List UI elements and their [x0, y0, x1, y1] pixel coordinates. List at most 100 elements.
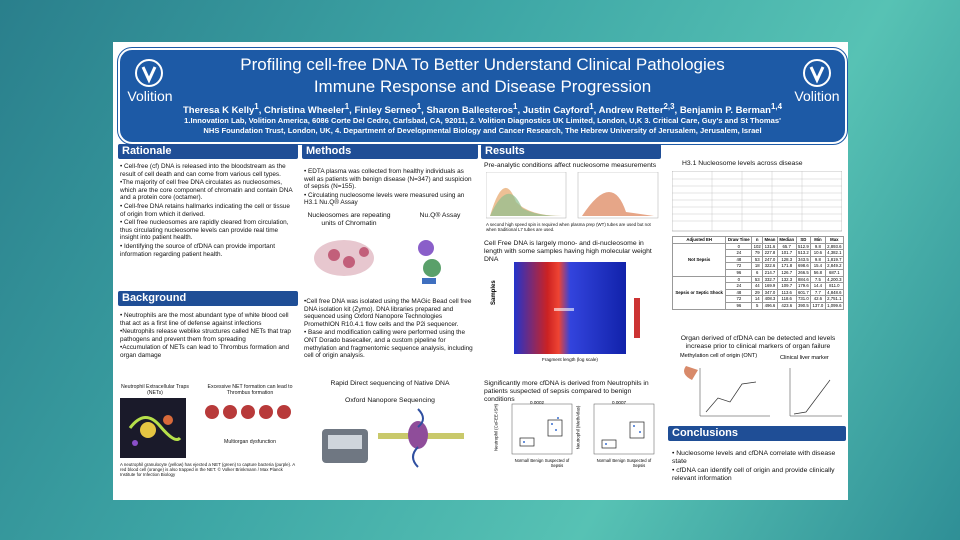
group-label: Normal/ Benign [596, 458, 626, 463]
table-cell: 29 [751, 288, 764, 297]
table-cell: 15.4 [810, 262, 826, 270]
figure-title: Nucleosomes are repeating units of Chrom… [307, 212, 391, 227]
table-cell: 9.8 [810, 255, 826, 264]
table-cell: 44 [751, 282, 764, 290]
table-cell: 10.6 [810, 249, 826, 257]
bullet: • Circulating nucleosome levels were mea… [304, 191, 465, 207]
figure-subtitle: Oxford Nanopore Sequencing [345, 397, 435, 404]
table-cell: 24 [725, 282, 753, 290]
table-cell: 118.6 [776, 295, 797, 303]
bullet: • Cell-free DNA retains hallmarks indica… [120, 202, 290, 218]
table-cell: 128.3 [776, 255, 797, 264]
column-header: Min [810, 236, 826, 244]
h31-table [672, 171, 842, 232]
table-cell: 48 [725, 255, 753, 264]
bullet-list: • Neutrophils are the most abundant type… [120, 312, 296, 361]
table-cell: 56.8 [810, 268, 826, 277]
author-affiliation: 2,3 [663, 102, 675, 111]
table-cell: 227.8 [762, 249, 778, 257]
group-label: Normal/ Benign [514, 458, 544, 463]
table-cell: 7.7 [810, 288, 826, 297]
table-cell: 14.4 [810, 282, 826, 290]
table-cell: 601.7 [795, 288, 812, 297]
bullet-list: •Cell free DNA was isolated using the MA… [304, 298, 476, 361]
table-cell: 731.0 [795, 295, 812, 303]
table-cell: 408.3 [762, 295, 778, 303]
logo-icon [803, 59, 831, 87]
table-cell: 109.7 [776, 282, 797, 290]
table-cell: 4,848.6 [824, 288, 845, 297]
bullet: •Cell free DNA was isolated using the MA… [304, 298, 472, 328]
author-affiliation: 1 [344, 102, 350, 111]
table-cell: 101.7 [776, 249, 797, 257]
section-heading: Conclusions [668, 426, 846, 441]
table-cell: 169.9 [762, 282, 778, 290]
table-cell: 53 [751, 275, 764, 284]
author-name: Andrew Retter [598, 105, 664, 117]
section-heading: Rationale [118, 144, 298, 159]
table-cell: 347.0 [762, 288, 778, 297]
table-cell: 171.8 [776, 262, 797, 270]
methods-figure [314, 240, 441, 284]
column-header: Adjusted EH [671, 236, 727, 244]
table-cell: 72 [725, 262, 753, 270]
table-cell: 0 [725, 242, 753, 251]
author-name: Christina Wheeler [263, 105, 345, 117]
bullet: •Neutrophils release weblike structures … [120, 328, 291, 343]
subheading: Pre-analytic conditions affect nucleosom… [484, 162, 657, 169]
table-cell: 24 [725, 249, 753, 257]
section-heading: Results [481, 144, 661, 159]
logo-icon [135, 59, 163, 87]
chart-title: Methylation cell of origin (ONT) [680, 353, 758, 359]
logo-text: Volition [794, 88, 840, 104]
table-cell: 322.6 [762, 262, 778, 270]
column-header: n [751, 236, 764, 244]
figure-title: Excessive NET formation can lead to Thro… [207, 384, 293, 396]
table-cell: 4,200.3 [824, 275, 845, 284]
table-cell: 811.0 [824, 282, 845, 290]
title-line: Immune Response and Disease Progression [313, 77, 652, 96]
stats-table: Adjusted EH Draw Time n Mean Median SD Min Max N… [671, 236, 845, 310]
bullet: • Nucleosome levels and cfDNA correlate … [672, 450, 836, 465]
author-affiliation: 1 [513, 102, 518, 111]
table-cell: 137.0 [810, 301, 826, 310]
authors: Theresa K Kelly1, Christina Wheeler1, Fi… [183, 102, 782, 117]
author-name: Justin Cayford [522, 105, 590, 117]
author-affiliation: 1 [589, 102, 594, 111]
table-cell: 132.3 [776, 275, 797, 284]
nanopore-figure [322, 408, 464, 468]
table-cell: 247.0 [762, 255, 778, 264]
table-cell: 513.2 [795, 249, 812, 257]
banner: Profiling cell-free DNA To Better Unders… [117, 47, 848, 145]
table-cell: 496.6 [762, 301, 778, 310]
subheading: Significantly more cfDNA is derived from… [484, 380, 649, 403]
organ-charts [684, 366, 842, 417]
table-cell: 96 [725, 268, 753, 277]
table-cell: 179.6 [795, 282, 812, 290]
figure-title: Neutrophil Extracellular Traps (NETs) [120, 384, 190, 396]
table-cell: 14 [751, 295, 764, 303]
table-cell: 1,099.6 [824, 301, 845, 310]
table-cell: 96 [725, 301, 753, 310]
table-cell: 332.7 [762, 275, 778, 284]
bullet: • EDTA plasma was collected from healthy… [304, 168, 472, 191]
table-cell: 2,849.2 [824, 262, 845, 270]
author-name: Finley Serneo [354, 105, 417, 117]
figure-caption: A second high speed spin is required whe… [486, 222, 651, 232]
group-label: Suspected of Sepsis [626, 458, 652, 468]
table-cell: 53 [751, 255, 764, 264]
author-affiliation: 1,4 [770, 102, 782, 111]
bullet: • Identifying the source of cfDNA can pr… [120, 242, 275, 258]
background-figure [120, 398, 291, 458]
table-row: Not Sepsis 0 102 131.6 65.7 512.9 9.8 2,893.6 [671, 242, 845, 277]
table-cell: 18 [751, 262, 764, 270]
bullet-list: • Nucleosome levels and cfDNA correlate … [672, 450, 844, 484]
subheading: H3.1 Nucleosome levels across disease [682, 160, 803, 167]
bullet-list: • EDTA plasma was collected from healthy… [304, 168, 476, 208]
table-cell: 5 [751, 301, 764, 310]
table-cell: 42.6 [810, 295, 826, 303]
bullet: • Base and modification calling were per… [304, 329, 473, 360]
table-cell: 0 [725, 275, 753, 284]
table-cell: 214.7 [762, 268, 778, 277]
table-cell: 2,751.1 [824, 295, 845, 303]
